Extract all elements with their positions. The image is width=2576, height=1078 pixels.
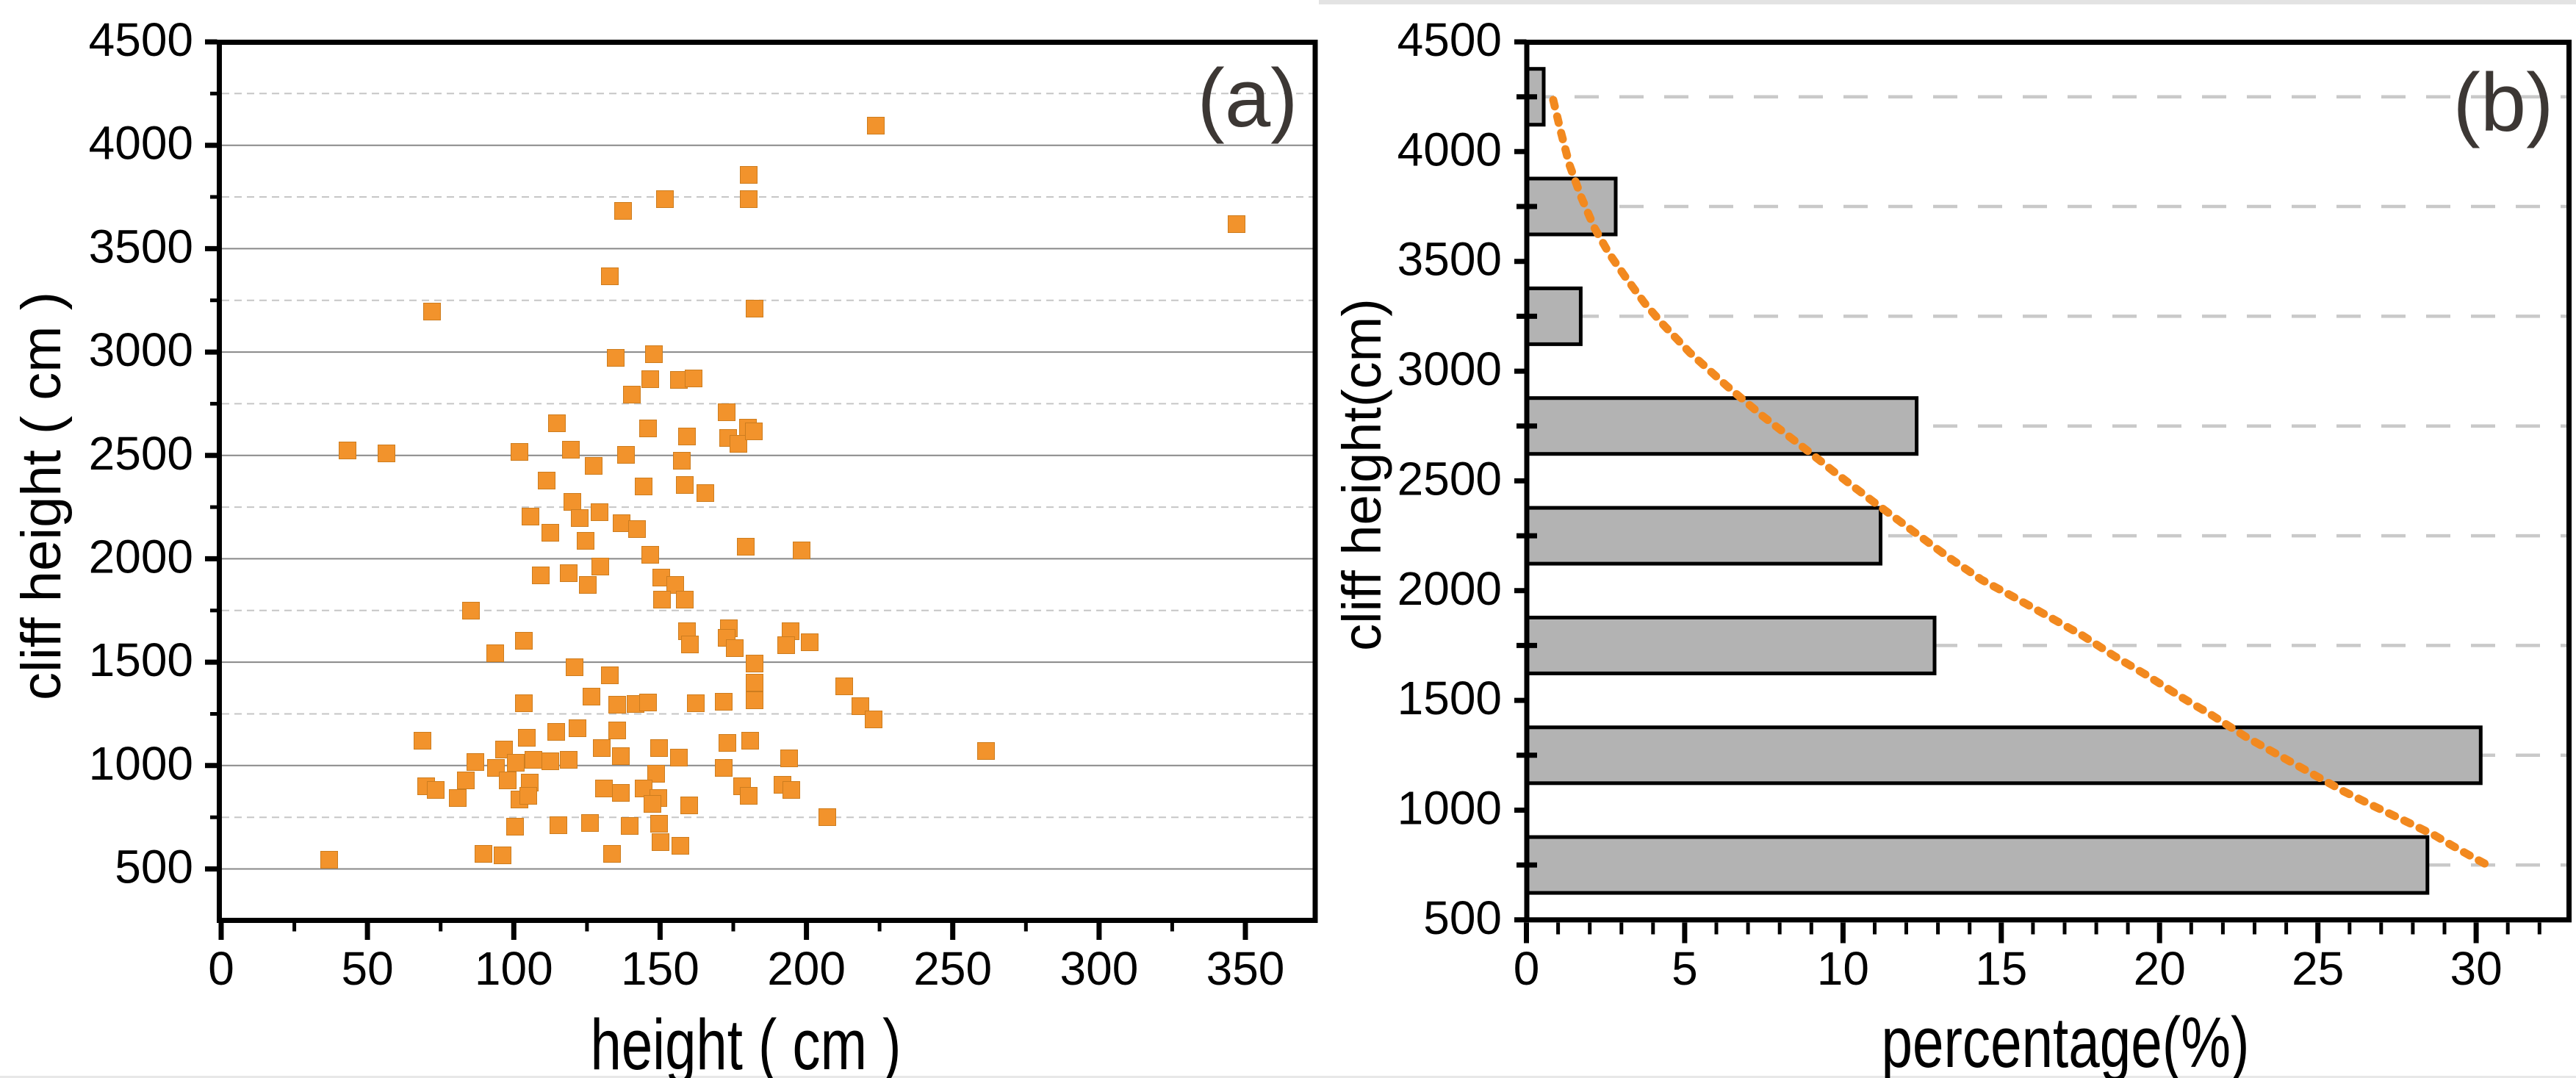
svg-text:500: 500 [115, 841, 193, 894]
svg-text:(b): (b) [2453, 57, 2554, 148]
svg-text:3000: 3000 [1397, 342, 1502, 395]
svg-text:1000: 1000 [89, 737, 193, 790]
svg-text:2500: 2500 [89, 427, 193, 480]
svg-text:150: 150 [621, 942, 699, 995]
svg-text:height ( cm ): height ( cm ) [591, 1005, 902, 1078]
svg-text:4000: 4000 [89, 117, 193, 170]
svg-text:cliff height(cm): cliff height(cm) [1331, 298, 1392, 651]
svg-text:10: 10 [1817, 942, 1869, 995]
svg-text:250: 250 [913, 942, 992, 995]
svg-text:500: 500 [1423, 891, 1502, 944]
svg-text:50: 50 [342, 942, 394, 995]
svg-text:cliff height ( cm ): cliff height ( cm ) [10, 292, 73, 700]
svg-text:2500: 2500 [1397, 452, 1502, 505]
svg-text:1500: 1500 [1397, 672, 1502, 725]
svg-text:15: 15 [1975, 942, 2027, 995]
svg-text:20: 20 [2134, 942, 2186, 995]
svg-text:100: 100 [475, 942, 553, 995]
svg-text:2000: 2000 [1397, 562, 1502, 615]
svg-text:2000: 2000 [89, 530, 193, 583]
svg-text:30: 30 [2450, 942, 2503, 995]
svg-text:percentage(%): percentage(%) [1882, 1002, 2250, 1078]
svg-text:3500: 3500 [89, 220, 193, 273]
svg-text:300: 300 [1060, 942, 1139, 995]
svg-text:1500: 1500 [89, 633, 193, 686]
svg-text:5: 5 [1672, 942, 1698, 995]
svg-text:(a): (a) [1198, 52, 1298, 144]
svg-text:0: 0 [1514, 942, 1540, 995]
svg-text:1000: 1000 [1397, 782, 1502, 835]
svg-text:25: 25 [2292, 942, 2344, 995]
svg-text:350: 350 [1206, 942, 1285, 995]
svg-text:4500: 4500 [89, 13, 193, 66]
svg-text:200: 200 [767, 942, 846, 995]
svg-text:4500: 4500 [1397, 13, 1502, 66]
svg-text:0: 0 [208, 942, 234, 995]
svg-text:3000: 3000 [89, 323, 193, 376]
svg-text:4000: 4000 [1397, 123, 1502, 176]
svg-text:3500: 3500 [1397, 233, 1502, 286]
